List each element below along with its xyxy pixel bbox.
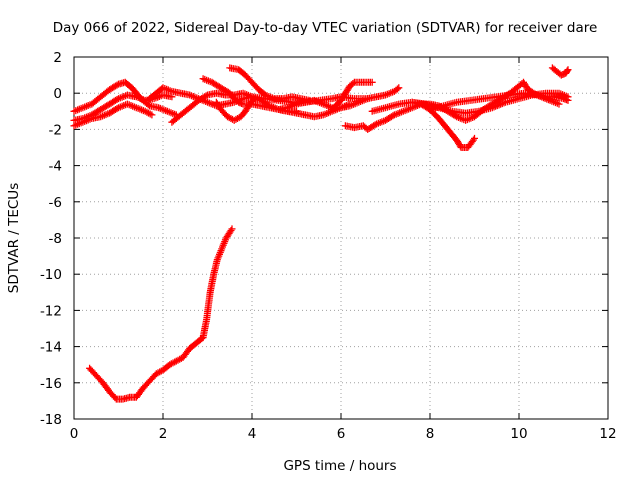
series-track-2 bbox=[70, 91, 176, 124]
x-tick-label: 6 bbox=[337, 426, 346, 442]
series-track-3 bbox=[70, 100, 156, 130]
series-track-11 bbox=[341, 78, 572, 133]
y-tick-label: -8 bbox=[49, 231, 62, 247]
series-track-15 bbox=[548, 64, 572, 79]
axis-ticks: 0 2 4 6 8 10 12 2 0 -2 -4 -6 -8 -10 -12 -14 -16 -18 bbox=[40, 50, 617, 442]
x-tick-label: 8 bbox=[426, 426, 435, 442]
series-track-7 bbox=[212, 95, 258, 124]
y-tick-label: -12 bbox=[40, 303, 62, 319]
y-tick-label: -10 bbox=[40, 267, 62, 283]
x-tick-label: 4 bbox=[248, 426, 257, 442]
data-point-markers bbox=[341, 78, 572, 133]
data-point-markers bbox=[226, 64, 314, 104]
y-tick-label: 2 bbox=[53, 50, 62, 66]
grid-lines bbox=[74, 57, 608, 419]
series-track-16 bbox=[86, 225, 236, 403]
x-tick-label: 10 bbox=[510, 426, 527, 442]
data-point-markers bbox=[70, 100, 156, 130]
series-track-14 bbox=[426, 89, 563, 113]
y-tick-label: -2 bbox=[49, 122, 62, 138]
data-points bbox=[70, 64, 572, 403]
data-point-markers bbox=[328, 78, 376, 113]
y-tick-label: -4 bbox=[49, 159, 62, 175]
y-tick-label: -6 bbox=[49, 195, 62, 211]
data-point-markers bbox=[426, 89, 563, 113]
y-axis-label: SDTVAR / TECUs bbox=[6, 183, 22, 293]
y-tick-label: 0 bbox=[53, 86, 62, 102]
y-tick-label: -16 bbox=[40, 376, 62, 392]
series-track-10 bbox=[328, 78, 376, 113]
data-point-markers bbox=[86, 225, 236, 403]
data-point-markers bbox=[548, 64, 572, 79]
y-tick-label: -18 bbox=[40, 412, 62, 428]
x-tick-label: 12 bbox=[599, 426, 616, 442]
y-tick-label: -14 bbox=[40, 340, 62, 356]
data-point-markers bbox=[70, 91, 176, 124]
chart-title: Day 066 of 2022, Sidereal Day-to-day VTE… bbox=[53, 20, 598, 36]
data-point-markers bbox=[212, 95, 258, 124]
x-axis-label: GPS time / hours bbox=[283, 458, 396, 474]
x-tick-label: 2 bbox=[159, 426, 168, 442]
series-track-8 bbox=[226, 64, 314, 104]
x-tick-label: 0 bbox=[70, 426, 79, 442]
